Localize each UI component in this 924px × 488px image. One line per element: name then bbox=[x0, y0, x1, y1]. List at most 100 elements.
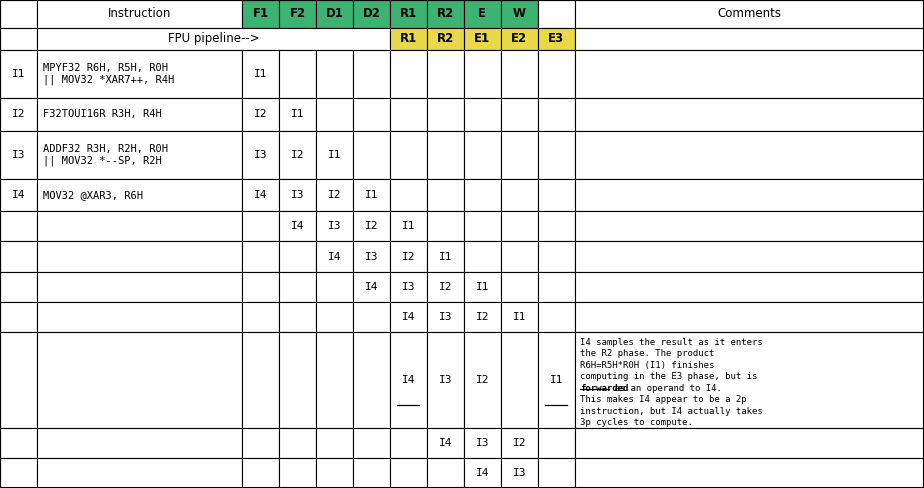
Bar bbox=[464, 272, 501, 302]
Bar bbox=[501, 332, 538, 427]
Text: F1: F1 bbox=[252, 7, 269, 20]
Bar bbox=[390, 211, 427, 242]
Bar bbox=[353, 211, 390, 242]
Bar bbox=[575, 50, 924, 98]
Bar bbox=[501, 211, 538, 242]
Bar bbox=[242, 131, 279, 179]
Bar bbox=[427, 242, 464, 272]
Bar bbox=[37, 332, 242, 427]
Text: ADDF32 R3H, R2H, R0H
|| MOV32 *--SP, R2H: ADDF32 R3H, R2H, R0H || MOV32 *--SP, R2H bbox=[43, 143, 167, 166]
Text: I4: I4 bbox=[402, 375, 415, 385]
Bar bbox=[279, 179, 316, 211]
Bar bbox=[37, 272, 242, 302]
Bar bbox=[464, 0, 501, 28]
Bar bbox=[242, 427, 279, 458]
Text: I1: I1 bbox=[328, 150, 341, 160]
Bar bbox=[279, 458, 316, 488]
Bar bbox=[538, 211, 575, 242]
Text: Comments: Comments bbox=[717, 7, 782, 20]
Bar bbox=[37, 28, 390, 50]
Text: I1: I1 bbox=[291, 109, 304, 120]
Bar bbox=[538, 302, 575, 332]
Text: I1: I1 bbox=[402, 222, 415, 231]
Bar bbox=[464, 302, 501, 332]
Bar bbox=[501, 242, 538, 272]
Text: computing in the E3 phase, but is: computing in the E3 phase, but is bbox=[580, 372, 758, 381]
Text: as an operand to I4.: as an operand to I4. bbox=[609, 384, 722, 393]
Bar bbox=[316, 179, 353, 211]
Bar bbox=[37, 242, 242, 272]
Bar bbox=[501, 28, 538, 50]
Bar bbox=[279, 0, 316, 28]
Bar bbox=[316, 0, 353, 28]
Bar bbox=[464, 179, 501, 211]
Bar bbox=[279, 302, 316, 332]
Text: I1: I1 bbox=[439, 252, 452, 262]
Text: I3: I3 bbox=[254, 150, 267, 160]
Bar bbox=[0, 131, 37, 179]
Bar bbox=[390, 427, 427, 458]
Bar bbox=[538, 272, 575, 302]
Bar bbox=[538, 458, 575, 488]
Bar bbox=[427, 332, 464, 427]
Text: I3: I3 bbox=[439, 375, 452, 385]
Bar bbox=[353, 50, 390, 98]
Text: F32TOUI16R R3H, R4H: F32TOUI16R R3H, R4H bbox=[43, 109, 162, 120]
Bar bbox=[0, 302, 37, 332]
Bar bbox=[37, 179, 242, 211]
Text: R1: R1 bbox=[400, 33, 417, 45]
Bar bbox=[427, 98, 464, 131]
Text: This makes I4 appear to be a 2p: This makes I4 appear to be a 2p bbox=[580, 395, 747, 405]
Bar bbox=[242, 50, 279, 98]
Bar bbox=[501, 98, 538, 131]
Text: 3p cycles to compute.: 3p cycles to compute. bbox=[580, 418, 693, 427]
Text: E2: E2 bbox=[511, 33, 528, 45]
Bar bbox=[427, 28, 464, 50]
Bar bbox=[390, 332, 427, 427]
Bar bbox=[501, 0, 538, 28]
Text: W: W bbox=[513, 7, 526, 20]
Text: I2: I2 bbox=[513, 438, 526, 447]
Bar bbox=[0, 458, 37, 488]
Bar bbox=[316, 427, 353, 458]
Bar bbox=[316, 458, 353, 488]
Bar bbox=[316, 332, 353, 427]
Bar bbox=[464, 427, 501, 458]
Bar bbox=[427, 272, 464, 302]
Bar bbox=[242, 242, 279, 272]
Bar bbox=[464, 131, 501, 179]
Bar bbox=[501, 302, 538, 332]
Text: R2: R2 bbox=[437, 7, 454, 20]
Bar bbox=[242, 0, 279, 28]
Bar bbox=[427, 179, 464, 211]
Bar bbox=[0, 211, 37, 242]
Bar bbox=[37, 98, 242, 131]
Bar bbox=[538, 242, 575, 272]
Text: MOV32 @XAR3, R6H: MOV32 @XAR3, R6H bbox=[43, 190, 142, 200]
Bar bbox=[0, 272, 37, 302]
Bar bbox=[353, 179, 390, 211]
Bar bbox=[464, 332, 501, 427]
Bar bbox=[427, 302, 464, 332]
Bar bbox=[575, 28, 924, 50]
Bar bbox=[464, 242, 501, 272]
Text: I3: I3 bbox=[12, 150, 25, 160]
Bar bbox=[0, 0, 37, 28]
Text: the R2 phase. The product: the R2 phase. The product bbox=[580, 349, 714, 358]
Bar bbox=[0, 179, 37, 211]
Bar bbox=[575, 458, 924, 488]
Bar bbox=[501, 131, 538, 179]
Bar bbox=[353, 427, 390, 458]
Bar bbox=[279, 242, 316, 272]
Bar bbox=[353, 131, 390, 179]
Text: R6H=R5H*R0H (I1) finishes: R6H=R5H*R0H (I1) finishes bbox=[580, 361, 714, 370]
Text: I1: I1 bbox=[254, 69, 267, 79]
Bar bbox=[279, 211, 316, 242]
Text: E: E bbox=[479, 7, 486, 20]
Text: F2: F2 bbox=[289, 7, 306, 20]
Bar bbox=[37, 0, 242, 28]
Bar bbox=[316, 272, 353, 302]
Bar bbox=[316, 211, 353, 242]
Bar bbox=[37, 458, 242, 488]
Bar bbox=[242, 332, 279, 427]
